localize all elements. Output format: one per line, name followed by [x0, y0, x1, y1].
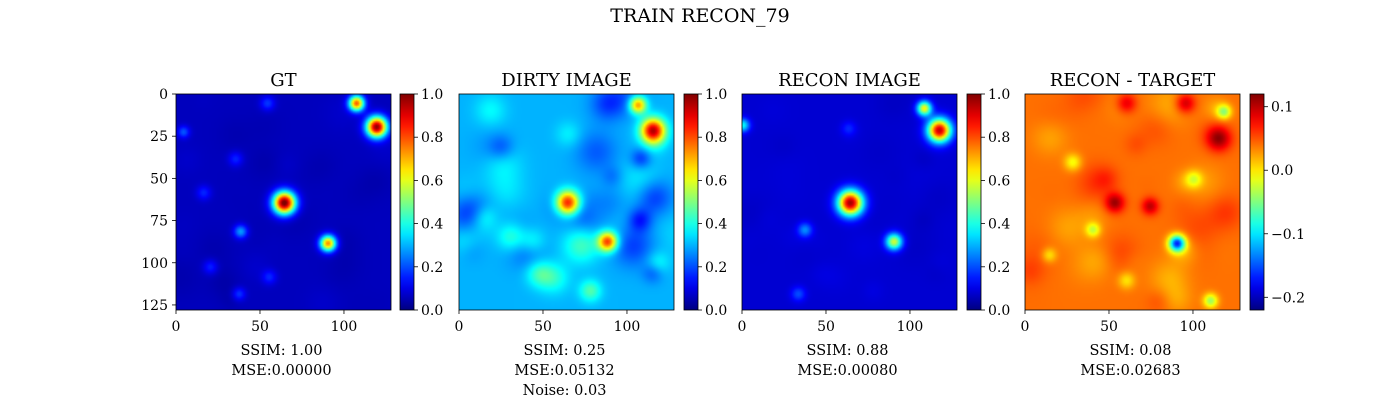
- panel-3: RECON IMAGE 0 50 100 0.0 0.2 0.4 0.6 0.8 1.0 SSIM:…: [738, 70, 1011, 379]
- colorbar-tick-label: 0.8: [988, 130, 1010, 146]
- colorbar-tick-label: 0.1: [1271, 100, 1293, 116]
- panel-caption: MSE:0.00000: [231, 363, 331, 379]
- x-tick-label: 100: [1180, 319, 1207, 335]
- x-tick-label: 50: [1100, 319, 1118, 335]
- x-tick-label: 0: [172, 319, 181, 335]
- axes-frame: [175, 93, 392, 311]
- x-tick-label: 0: [455, 319, 464, 335]
- figure-title: TRAIN RECON_79: [610, 5, 789, 27]
- colorbar-tick-label: 1.0: [421, 87, 443, 103]
- panel-caption: SSIM: 0.08: [1090, 343, 1172, 359]
- colorbar-tick-label: −0.2: [1271, 290, 1305, 306]
- panel-2: DIRTY IMAGE 0 50 100 0.0 0.2 0.4 0.6 0.8 1.0 SSIM:…: [455, 70, 728, 399]
- x-tick-label: 50: [534, 319, 552, 335]
- panel-1: GT 0 50 100 0 25 50 75 100 125 0.0 0.2 0.4 0.6 0.8 1.0 S…: [141, 70, 443, 379]
- panel-caption: SSIM: 0.25: [524, 343, 606, 359]
- colorbar: [1249, 93, 1265, 311]
- colorbar-tick-label: 0.0: [421, 303, 443, 319]
- colorbar-tick-label: 0.4: [988, 217, 1010, 233]
- x-tick-label: 0: [738, 319, 747, 335]
- colorbar-tick-label: 0.4: [705, 217, 727, 233]
- panel-title: DIRTY IMAGE: [501, 70, 631, 91]
- axes-frame: [741, 93, 958, 311]
- panel-caption: MSE:0.00080: [797, 363, 897, 379]
- colorbar-tick-label: 0.0: [1271, 163, 1293, 179]
- colorbar-tick-label: 0.6: [988, 173, 1010, 189]
- panel-caption: MSE:0.02683: [1080, 363, 1180, 379]
- panel-title: RECON IMAGE: [778, 70, 921, 91]
- y-tick-label: 0: [159, 87, 168, 103]
- panel-caption: Noise: 0.03: [523, 383, 607, 399]
- colorbar-tick-label: 0.6: [705, 173, 727, 189]
- x-tick-label: 50: [251, 319, 269, 335]
- x-tick-label: 0: [1021, 319, 1030, 335]
- colorbar-tick-label: 0.0: [988, 303, 1010, 319]
- panel-caption: SSIM: 1.00: [241, 343, 323, 359]
- colorbar-tick-label: 0.6: [421, 173, 443, 189]
- heatmap-image: [1025, 94, 1240, 310]
- panel-caption: SSIM: 0.88: [807, 343, 889, 359]
- heatmap-image: [176, 94, 391, 310]
- colorbar-tick-label: 0.8: [421, 130, 443, 146]
- colorbar-tick-label: 0.4: [421, 217, 443, 233]
- x-tick-label: 100: [331, 319, 358, 335]
- y-tick-label: 25: [150, 129, 168, 145]
- panel-4: RECON - TARGET 0 50 100 −0.2 −0.1 0.0 0.1 SSIM: …: [1021, 70, 1305, 379]
- y-tick-label: 75: [150, 214, 168, 230]
- panel-title: GT: [270, 70, 296, 91]
- colorbar-tick-label: 0.8: [705, 130, 727, 146]
- heatmap-image: [459, 94, 674, 310]
- y-tick-label: 50: [150, 171, 168, 187]
- colorbar: [399, 93, 415, 311]
- colorbar-tick-label: 1.0: [705, 87, 727, 103]
- colorbar-tick-label: 0.2: [988, 260, 1010, 276]
- x-tick-label: 100: [614, 319, 641, 335]
- x-tick-label: 100: [897, 319, 924, 335]
- x-tick-label: 50: [817, 319, 835, 335]
- y-tick-label: 100: [141, 256, 168, 272]
- colorbar-tick-label: −0.1: [1271, 227, 1305, 243]
- panel-caption: MSE:0.05132: [514, 363, 614, 379]
- colorbar-tick-label: 1.0: [988, 87, 1010, 103]
- colorbar-tick-label: 0.0: [705, 303, 727, 319]
- colorbar: [966, 93, 982, 311]
- y-tick-label: 125: [141, 298, 168, 314]
- axes-frame: [458, 93, 675, 311]
- heatmap-image: [742, 94, 957, 310]
- axes-frame: [1024, 93, 1241, 311]
- colorbar-tick-label: 0.2: [705, 260, 727, 276]
- panel-title: RECON - TARGET: [1050, 70, 1216, 91]
- colorbar-tick-label: 0.2: [421, 260, 443, 276]
- colorbar: [683, 93, 699, 311]
